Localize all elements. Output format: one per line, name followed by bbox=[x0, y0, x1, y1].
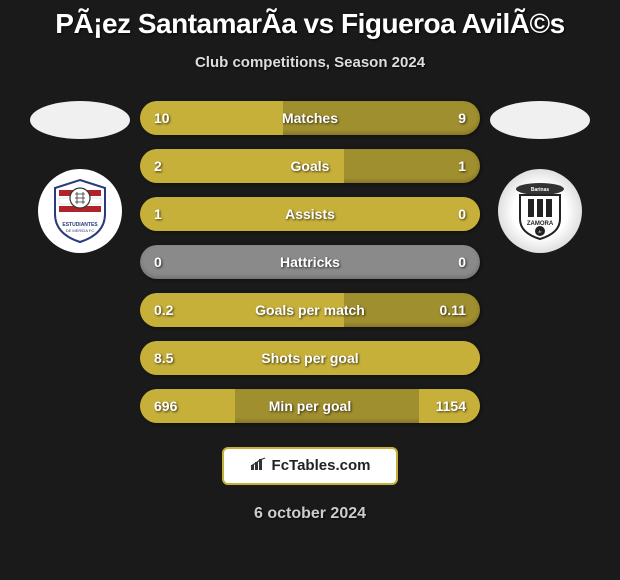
stat-right-value: 1154 bbox=[436, 398, 466, 414]
page-title: PÃ¡ez SantamarÃ­a vs Figueroa AvilÃ©s bbox=[0, 0, 620, 40]
date-label: 6 october 2024 bbox=[0, 505, 620, 523]
stat-left-value: 8.5 bbox=[154, 350, 173, 366]
shield-icon: Barinas ZAMORA fc bbox=[508, 179, 572, 243]
stat-right-value: 1 bbox=[458, 158, 466, 174]
stat-left-value: 0.2 bbox=[154, 302, 173, 318]
stat-label: Goals bbox=[291, 158, 330, 174]
stat-left-value: 696 bbox=[154, 398, 177, 414]
left-player-column: ESTUDIANTES DE MERIDA FC bbox=[20, 101, 140, 423]
stat-label: Matches bbox=[282, 110, 338, 126]
right-player-column: Barinas ZAMORA fc bbox=[480, 101, 600, 423]
page-subtitle: Club competitions, Season 2024 bbox=[0, 54, 620, 71]
stat-label: Assists bbox=[285, 206, 335, 222]
stat-left-value: 1 bbox=[154, 206, 162, 222]
fctables-badge[interactable]: FcTables.com bbox=[222, 447, 399, 485]
club-logo-zamora: Barinas ZAMORA fc bbox=[498, 169, 582, 253]
club-logo-merida: ESTUDIANTES DE MERIDA FC bbox=[38, 169, 122, 253]
svg-text:fc: fc bbox=[538, 229, 541, 234]
comparison-container: ESTUDIANTES DE MERIDA FC 10Matches92Goal… bbox=[0, 101, 620, 423]
stat-left-value: 10 bbox=[154, 110, 170, 126]
svg-text:Barinas: Barinas bbox=[531, 187, 550, 193]
footer: FcTables.com 6 october 2024 bbox=[0, 447, 620, 523]
fctables-label: FcTables.com bbox=[272, 457, 371, 474]
stat-right-value: 0 bbox=[458, 254, 466, 270]
stat-row: 696 Min per goal 1154 bbox=[140, 389, 480, 423]
svg-text:DE MERIDA FC: DE MERIDA FC bbox=[66, 228, 95, 233]
player-right-photo bbox=[490, 101, 590, 139]
stat-row: 0 Hattricks 0 bbox=[140, 245, 480, 279]
chart-icon bbox=[250, 457, 268, 475]
stats-list: 10 Matches 9 2 Goals 1 1 Assists 0 0 Hattricks 0 0.2… bbox=[140, 101, 480, 423]
stat-row: 0.2 Goals per match 0.11 bbox=[140, 293, 480, 327]
stat-right-value: 9 bbox=[458, 110, 466, 126]
stat-row: 8.5 Shots per goal bbox=[140, 341, 480, 375]
stat-right-value: 0 bbox=[458, 206, 466, 222]
stat-label: Hattricks bbox=[280, 254, 340, 270]
stat-row: 1 Assists 0 bbox=[140, 197, 480, 231]
stat-label: Shots per goal bbox=[261, 350, 358, 366]
stat-label: Min per goal bbox=[269, 398, 351, 414]
player-left-photo bbox=[30, 101, 130, 139]
stat-row: 10 Matches 9 bbox=[140, 101, 480, 135]
stat-label: Goals per match bbox=[255, 302, 365, 318]
stat-right-value: 0.11 bbox=[440, 302, 466, 318]
stat-left-value: 0 bbox=[154, 254, 162, 270]
stat-left-value: 2 bbox=[154, 158, 162, 174]
shield-icon: ESTUDIANTES DE MERIDA FC bbox=[45, 176, 115, 246]
stat-row: 2 Goals 1 bbox=[140, 149, 480, 183]
